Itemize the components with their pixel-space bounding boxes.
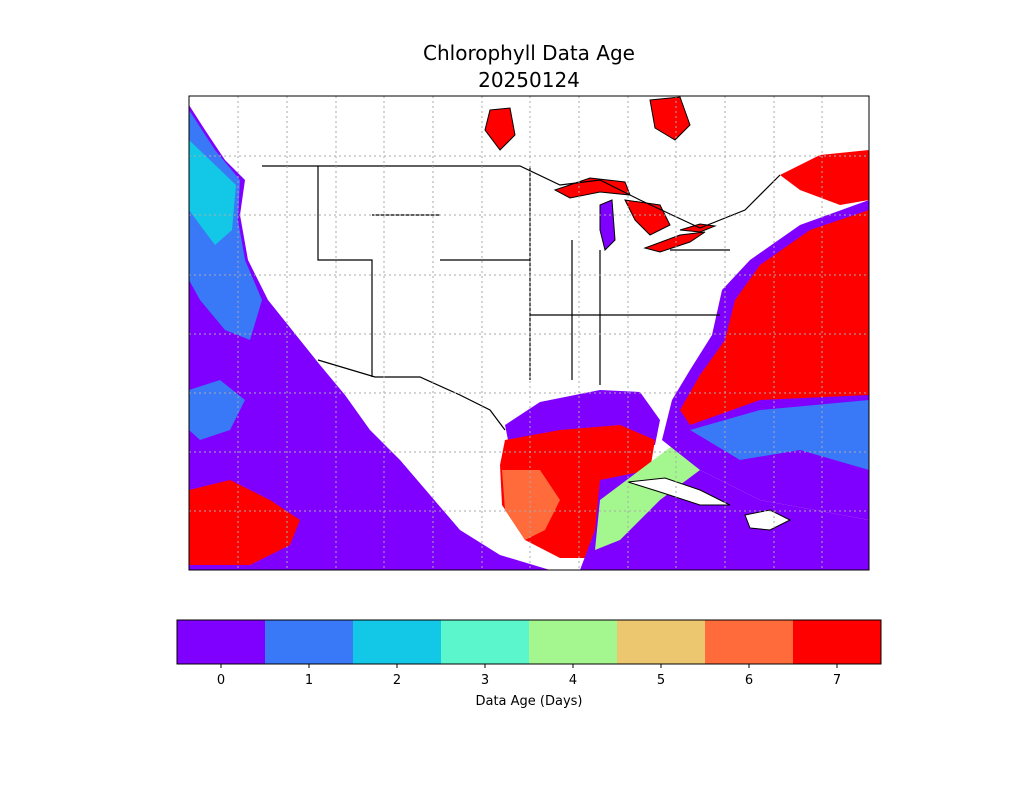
graticule [189, 96, 869, 570]
colorbar-tick-label: 0 [217, 673, 225, 688]
colorbar-segment [529, 620, 617, 664]
colorbar-segment [617, 620, 705, 664]
colorbar-tick-label: 7 [833, 673, 841, 688]
colorbar-segment [793, 620, 881, 664]
us-canada-border [262, 165, 781, 229]
gulf-orange [502, 470, 560, 540]
subtitle-date: 20250124 [478, 68, 580, 92]
colorbar-tick-label: 3 [481, 673, 489, 688]
lake-winnipeg [484, 107, 516, 151]
cuba [627, 477, 731, 506]
colorbar-frame [176, 619, 882, 665]
pacific-red [189, 480, 300, 565]
pacific-blue-patch [189, 380, 245, 440]
us-mexico-border [317, 359, 506, 431]
map-frame [188, 95, 870, 571]
pacific [189, 105, 550, 570]
state-lines [317, 166, 373, 377]
hudson-lakes [649, 96, 691, 141]
lake-michigan [599, 199, 616, 251]
lake-erie [643, 231, 706, 253]
colorbar-segment [177, 620, 265, 664]
colorbar-tick-label: 4 [569, 673, 577, 688]
colorbar-segment [265, 620, 353, 664]
caribbean-green [595, 440, 700, 550]
colorbar-tick-label: 6 [745, 673, 753, 688]
map [188, 95, 870, 571]
colorbar-tick-label: 1 [305, 673, 313, 688]
st-lawrence [780, 150, 869, 205]
title: Chlorophyll Data Age [423, 41, 635, 65]
colorbar-segment [705, 620, 793, 664]
pacific-cyan [189, 140, 236, 245]
colorbar-tick-label: 2 [393, 673, 401, 688]
colorbar-label: Data Age (Days) [475, 694, 582, 709]
colorbar-segment [353, 620, 441, 664]
colorbar-segment [441, 620, 529, 664]
colorbar: 0 1 2 3 4 5 6 7 [177, 620, 881, 688]
colorbar-tick-label: 5 [657, 673, 665, 688]
